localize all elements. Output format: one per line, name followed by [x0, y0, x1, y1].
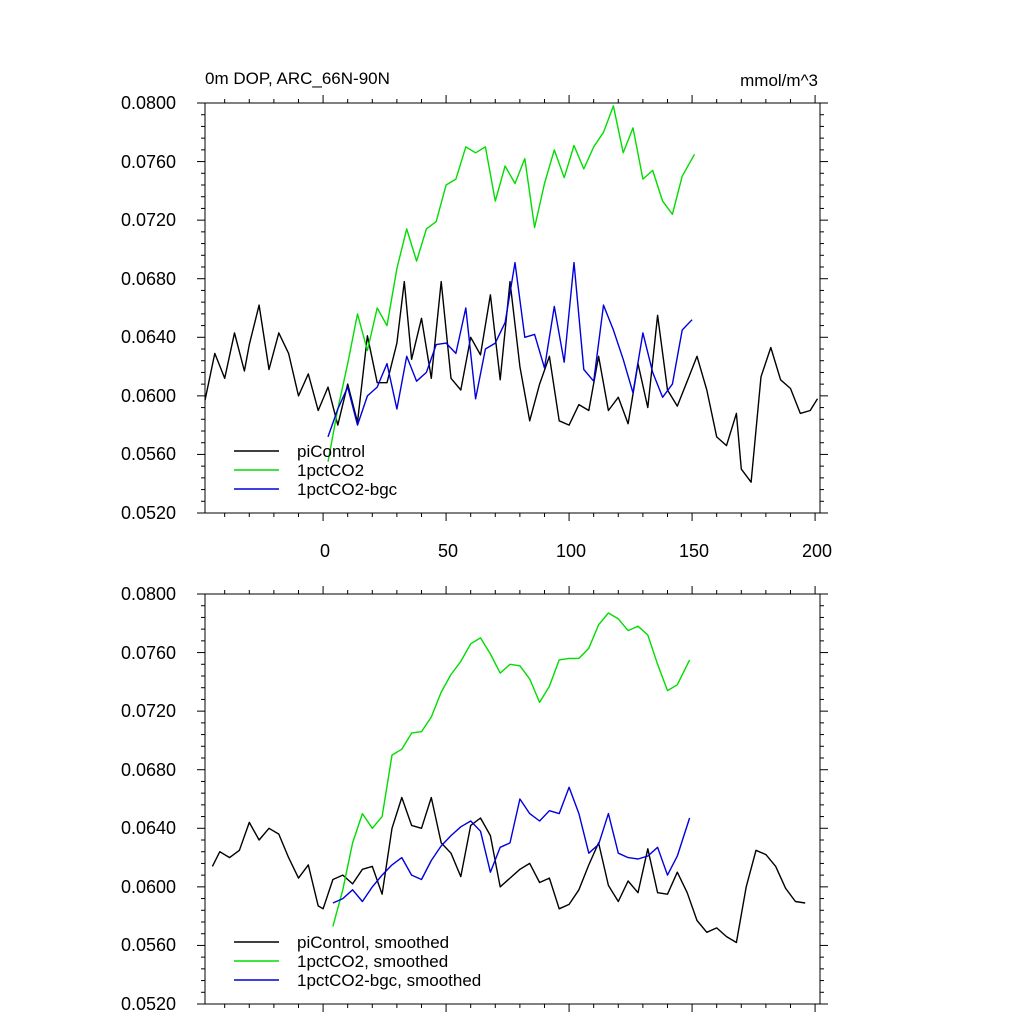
legend-label-1pctco2-smoothed: 1pctCO2, smoothed: [297, 952, 448, 971]
top-y-tick-label: 0.0640: [121, 327, 176, 347]
top-y-tick-label: 0.0800: [121, 93, 176, 113]
bottom-axis-ticks: [197, 586, 828, 1012]
top-y-tick-label: 0.0720: [121, 210, 176, 230]
bottom-y-tick-label: 0.0560: [121, 935, 176, 955]
bottom-y-tick-label: 0.0760: [121, 643, 176, 663]
bottom-y-tick-label: 0.0800: [121, 584, 176, 604]
top-y-tick-label: 0.0760: [121, 152, 176, 172]
series-line-1pctco2-bgc: [327, 261, 693, 438]
top-x-tick-labels: 0 50 100 150 200: [320, 541, 832, 561]
units-label: mmol/m^3: [740, 71, 818, 90]
bottom-legend: piControl, smoothed 1pctCO2, smoothed 1p…: [234, 933, 481, 990]
top-y-tick-label: 0.0520: [121, 503, 176, 523]
x-tick-label: 50: [438, 541, 458, 561]
x-tick-label: 200: [802, 541, 832, 561]
x-tick-label: 0: [320, 541, 330, 561]
bottom-plot-frame: [204, 593, 821, 1005]
bottom-y-tick-label: 0.0520: [121, 994, 176, 1014]
bottom-y-tick-label: 0.0680: [121, 760, 176, 780]
top-legend: piControl 1pctCO2 1pctCO2-bgc: [234, 442, 398, 499]
series-line-picontrol: [204, 280, 819, 483]
top-y-tick-label: 0.0560: [121, 444, 176, 464]
bottom-y-tick-label: 0.0600: [121, 877, 176, 897]
bottom-y-tick-labels: 0.0520 0.0560 0.0600 0.0640 0.0680 0.072…: [121, 584, 176, 1014]
series-line-1pctco2-smoothed: [332, 612, 691, 927]
x-tick-label: 150: [679, 541, 709, 561]
top-series-lines: [204, 105, 819, 483]
legend-label-picontrol-smoothed: piControl, smoothed: [297, 933, 449, 952]
top-y-tick-labels: 0.0520 0.0560 0.0600 0.0640 0.0680 0.072…: [121, 93, 176, 523]
top-plot-frame: [204, 102, 821, 514]
top-y-tick-label: 0.0680: [121, 269, 176, 289]
series-line-1pctco2: [327, 105, 696, 462]
chart-title: 0m DOP, ARC_66N-90N: [205, 69, 390, 88]
bottom-y-tick-label: 0.0720: [121, 701, 176, 721]
legend-label-1pctco2: 1pctCO2: [297, 461, 364, 480]
legend-label-1pctco2-bgc-smoothed: 1pctCO2-bgc, smoothed: [297, 971, 481, 990]
bottom-y-tick-label: 0.0640: [121, 818, 176, 838]
series-line-picontrol-smoothed: [211, 796, 806, 944]
series-line-1pctco2-bgc-smoothed: [332, 786, 691, 904]
top-y-tick-label: 0.0600: [121, 386, 176, 406]
bottom-series-lines: [211, 612, 806, 944]
legend-label-1pctco2-bgc: 1pctCO2-bgc: [297, 480, 398, 499]
x-tick-label: 100: [556, 541, 586, 561]
top-axis-ticks: [197, 95, 828, 521]
legend-label-picontrol: piControl: [297, 442, 365, 461]
